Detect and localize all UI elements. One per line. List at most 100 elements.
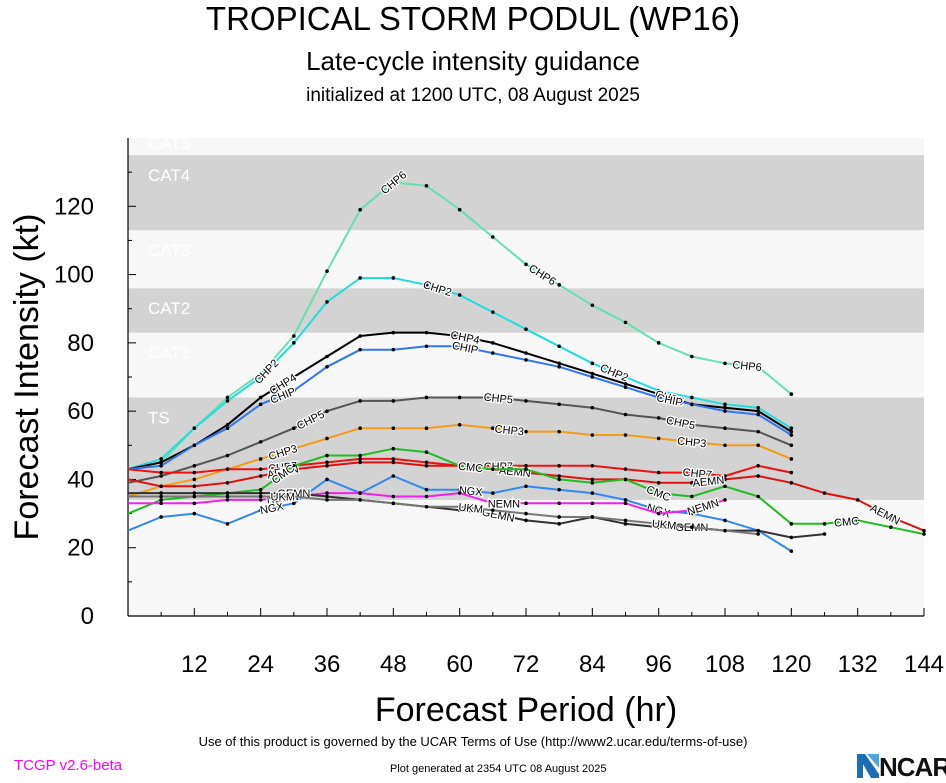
data-point-ukm [723, 528, 727, 533]
series-label-chp3: CHP3 [494, 423, 524, 438]
data-point-aemn [889, 515, 893, 519]
data-point-chp4 [391, 330, 396, 335]
band-label-cat3: CAT3 [148, 241, 190, 260]
data-point-chp5 [789, 443, 794, 448]
band-label-ts: TS [148, 408, 170, 427]
data-point-cmc [855, 518, 860, 523]
data-point-aemn [524, 470, 528, 475]
data-point-chp5 [424, 395, 429, 400]
data-point-ukm [524, 511, 528, 516]
data-point-chp5 [225, 453, 230, 458]
data-point-ukm [358, 498, 362, 502]
data-point-ukm [424, 504, 429, 509]
data-point-chp3 [590, 433, 595, 437]
series-label-aemn: AEMN [692, 475, 725, 490]
data-point-chp3 [656, 436, 661, 441]
data-point-nemn [192, 501, 197, 506]
series-label-chp7: CHP7 [682, 467, 712, 482]
data-point-chp5 [292, 426, 296, 431]
data-point-nemn [590, 501, 595, 506]
initialization-time: initialized at 1200 UTC, 08 August 2025 [306, 85, 640, 106]
data-point-chip [391, 347, 396, 352]
series-label-chp6: CHP6 [732, 359, 762, 374]
y-tick-label: 120 [54, 193, 94, 220]
data-point-chp7 [690, 470, 694, 475]
terms-of-use: Use of this product is governed by the U… [198, 734, 748, 749]
data-point-cmc [789, 522, 794, 526]
data-point-nemn [225, 498, 230, 502]
series-label-chp5: CHP5 [483, 392, 513, 407]
data-point-chp4 [723, 405, 727, 410]
x-tick-label: 48 [380, 651, 407, 678]
chart-title: TROPICAL STORM PODUL (WP16) [205, 0, 741, 37]
data-point-nemn [557, 501, 561, 506]
data-point-chip [457, 344, 462, 349]
data-point-chp2 [723, 402, 727, 407]
data-point-chp6 [292, 334, 296, 338]
data-point-aemn [922, 528, 926, 533]
version-label: TCGP v2.6-beta [14, 757, 123, 774]
data-point-chp4 [491, 341, 495, 345]
data-point-chip [325, 364, 329, 369]
data-point-chip [159, 463, 163, 468]
data-point-cmc [889, 525, 893, 530]
ncar-logo: NCAR [855, 748, 946, 782]
data-point-chip [258, 402, 263, 407]
x-tick-label: 24 [247, 651, 274, 678]
data-point-chp6 [756, 364, 760, 369]
data-point-cmc [457, 463, 462, 468]
data-point-nemn [723, 498, 727, 502]
data-point-chp7 [391, 457, 396, 461]
data-point-aemn [855, 498, 860, 502]
data-point-ngx [723, 518, 727, 523]
data-point-gemn [292, 491, 296, 495]
data-point-chp2 [524, 327, 528, 332]
x-axis-title: Forecast Period (hr) [375, 691, 677, 729]
data-point-cmc [822, 522, 827, 526]
data-point-aemn [192, 484, 197, 489]
data-point-chip [690, 402, 694, 407]
data-point-chp3 [524, 429, 528, 434]
data-point-aemn [358, 460, 362, 465]
data-point-cmc [922, 532, 926, 536]
data-point-chp6 [225, 395, 230, 400]
data-point-chp6 [623, 320, 628, 325]
data-point-chp3 [457, 423, 462, 427]
x-tick-label: 12 [181, 651, 208, 678]
data-point-ukm [391, 501, 396, 506]
data-point-chp4 [225, 423, 230, 427]
data-point-chp5 [590, 405, 595, 410]
series-ukm: UKM UKM UKM [128, 490, 760, 536]
y-axis-title: Forecast Intensity (kt) [8, 214, 46, 541]
data-point-cmc [723, 484, 727, 489]
data-point-cmc [159, 498, 163, 502]
data-point-chp5 [192, 463, 197, 468]
data-point-chp2 [225, 399, 230, 403]
data-point-chp4 [789, 429, 794, 434]
data-point-gemn [524, 518, 528, 523]
axis-labels: Forecast Period (hr) Forecast Intensity (… [8, 214, 677, 729]
data-point-chip [225, 426, 230, 431]
data-point-chp6 [325, 269, 329, 273]
data-point-chp2 [358, 276, 362, 280]
data-point-chip [723, 409, 727, 413]
data-point-chp7 [159, 470, 163, 475]
data-point-cmc [391, 446, 396, 451]
data-point-chp5 [623, 412, 628, 417]
data-point-chp3 [623, 433, 628, 437]
data-point-chp4 [424, 330, 429, 335]
data-point-chp7 [225, 467, 230, 471]
data-point-gemn [225, 491, 230, 495]
data-point-chp2 [159, 457, 163, 461]
x-tick-label: 144 [904, 651, 944, 678]
data-point-ngx [623, 498, 628, 502]
data-point-nemn [524, 501, 528, 506]
x-tick-label: 84 [579, 651, 606, 678]
data-point-chp4 [756, 409, 760, 413]
series-label-chp3: CHP3 [677, 435, 707, 450]
data-point-chp3 [491, 426, 495, 431]
data-point-ngx [656, 508, 661, 512]
data-point-ngx [491, 491, 495, 495]
data-point-chp7 [524, 463, 528, 468]
